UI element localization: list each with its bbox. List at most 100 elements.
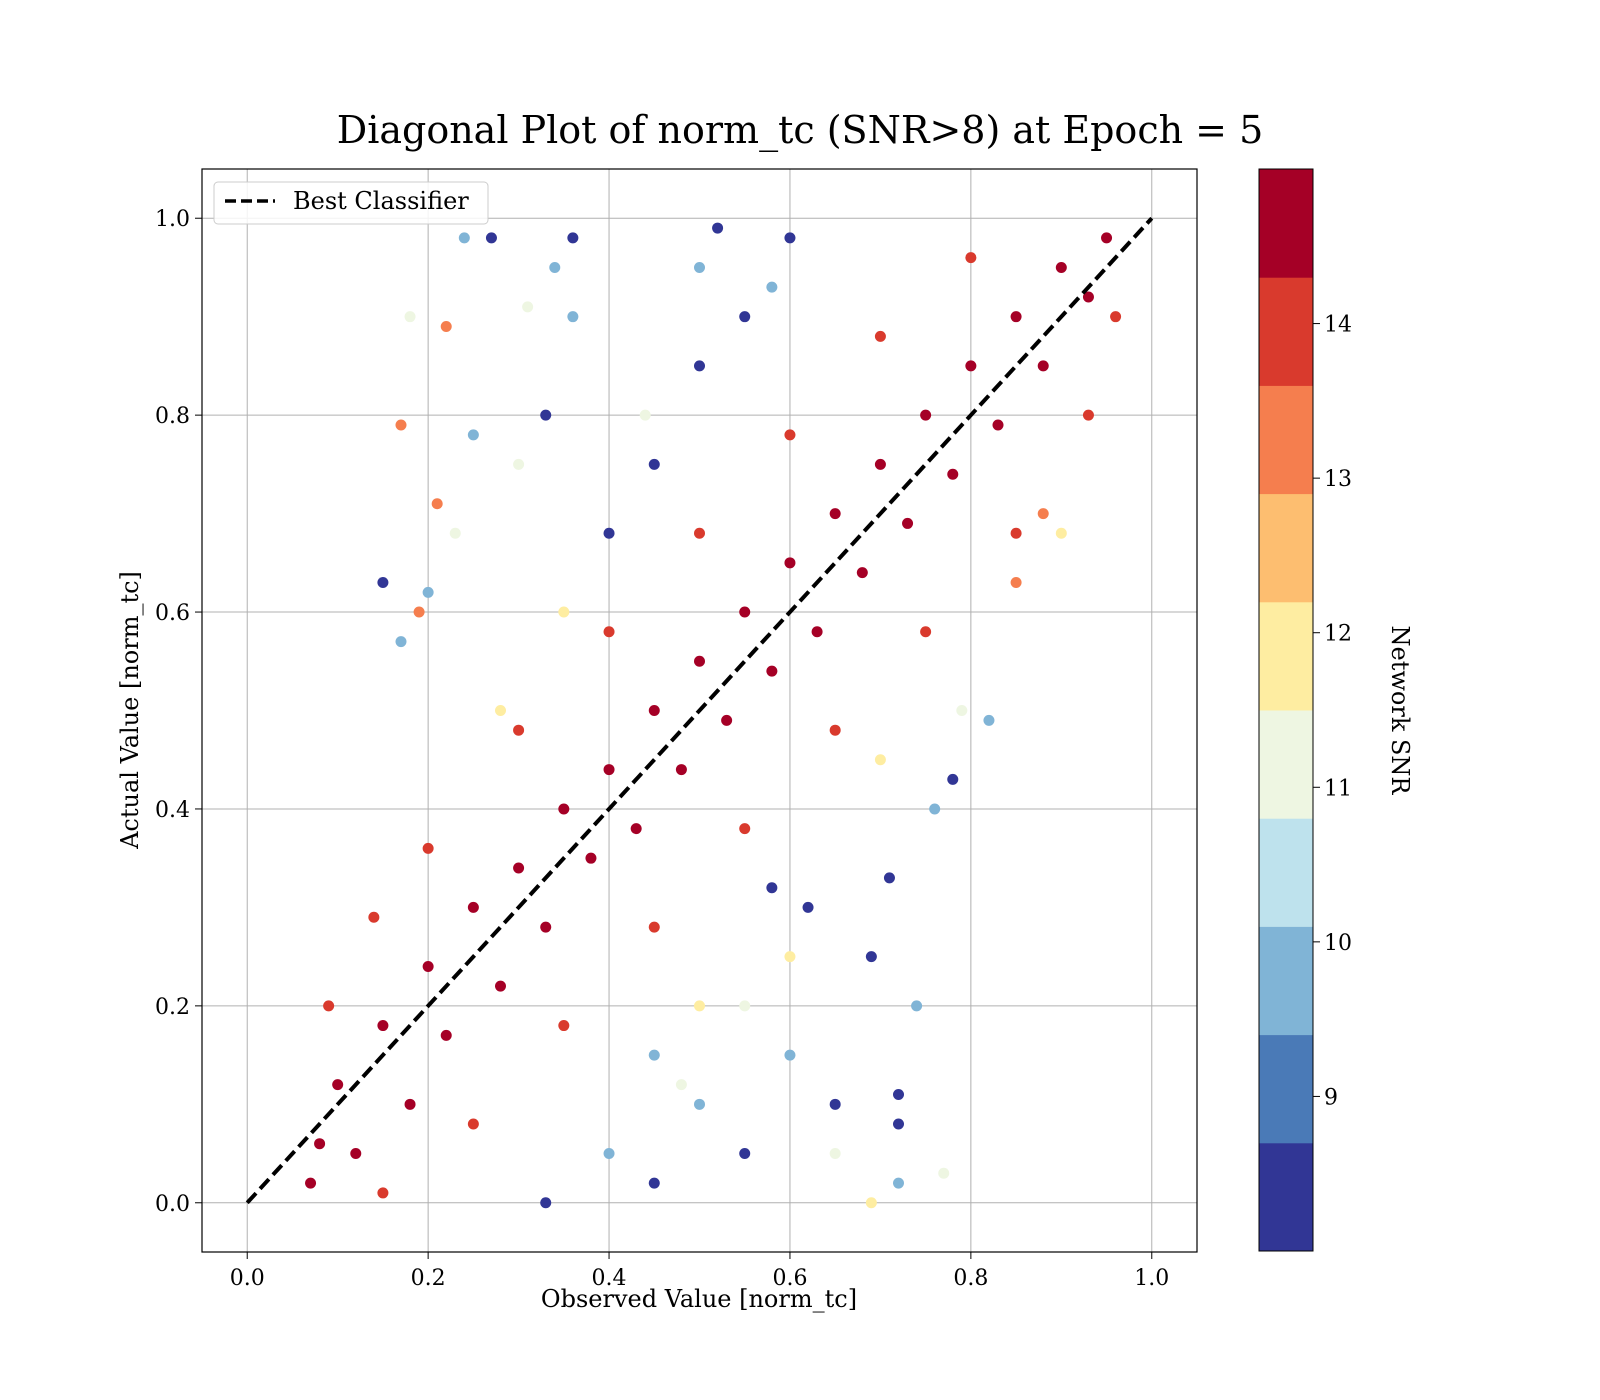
data-point xyxy=(739,311,751,323)
data-point xyxy=(449,527,461,539)
data-point xyxy=(458,232,470,244)
data-point xyxy=(739,823,751,835)
data-point xyxy=(1010,527,1022,539)
x-tick-label: 0.6 xyxy=(772,1266,807,1291)
data-point xyxy=(694,655,705,667)
colorbar-tick-label: 13 xyxy=(1324,467,1352,492)
data-point xyxy=(947,773,959,785)
data-point xyxy=(603,626,615,638)
data-point xyxy=(648,921,660,933)
colorbar-ticks: 9 10 11 12 13 14 xyxy=(1313,313,1352,1110)
colorbar-tick-label: 14 xyxy=(1324,313,1352,338)
data-point xyxy=(874,330,886,342)
y-tick-label: 0.4 xyxy=(155,798,190,823)
data-point xyxy=(495,705,506,716)
data-point xyxy=(784,951,796,963)
data-point xyxy=(1110,311,1122,323)
colorbar-segment xyxy=(1259,601,1313,711)
data-point xyxy=(639,409,651,421)
data-point xyxy=(739,1000,751,1012)
data-point xyxy=(721,714,733,726)
colorbar-tick-label: 9 xyxy=(1324,1085,1338,1110)
chart-title: Diagonal Plot of norm_tc (SNR>8) at Epoc… xyxy=(337,108,1264,153)
data-point xyxy=(377,577,389,589)
data-point xyxy=(829,724,841,736)
x-tick-label: 0.2 xyxy=(411,1266,446,1291)
y-tick-label: 0.8 xyxy=(155,404,190,429)
data-point xyxy=(603,1148,615,1160)
plot-frame xyxy=(201,168,1198,1253)
data-point xyxy=(893,1118,904,1130)
colorbar xyxy=(1259,169,1313,1252)
x-axis-label: Observed Value [norm_tc] xyxy=(541,1285,857,1313)
data-point xyxy=(675,764,687,776)
x-tick-label: 0.8 xyxy=(953,1266,988,1291)
colorbar-segment xyxy=(1259,385,1313,495)
data-point xyxy=(567,311,579,323)
best-classifier-line xyxy=(245,216,1154,1205)
colorbar-segment xyxy=(1259,710,1313,819)
data-point xyxy=(811,626,823,638)
data-point xyxy=(377,1020,389,1032)
data-point xyxy=(983,714,995,726)
data-point xyxy=(540,409,552,421)
data-point xyxy=(522,301,534,313)
y-axis-label: Actual Value [norm_tc] xyxy=(116,571,144,850)
data-point xyxy=(540,1197,552,1209)
data-point xyxy=(440,321,452,333)
data-point xyxy=(440,1029,452,1041)
data-point xyxy=(648,458,660,470)
data-point xyxy=(558,606,570,618)
data-point xyxy=(1055,527,1067,539)
data-point xyxy=(368,911,380,923)
colorbar-segment xyxy=(1259,926,1313,1036)
data-point xyxy=(829,1098,841,1110)
data-point xyxy=(603,764,615,776)
data-point xyxy=(920,409,932,421)
data-point xyxy=(766,665,778,677)
data-point xyxy=(467,1118,479,1130)
data-point xyxy=(929,803,941,815)
y-tick-label: 0.6 xyxy=(155,601,190,626)
data-point xyxy=(675,1079,687,1091)
data-point xyxy=(467,901,479,913)
data-point xyxy=(1037,360,1049,372)
legend-entry-best-classifier: Best Classifier xyxy=(293,187,469,215)
data-point xyxy=(883,872,895,884)
data-point xyxy=(739,1148,751,1160)
data-point xyxy=(893,1177,904,1189)
data-point xyxy=(694,1098,705,1110)
data-point xyxy=(648,1049,660,1061)
data-point xyxy=(865,951,877,963)
data-point xyxy=(784,557,796,569)
data-point xyxy=(874,458,886,470)
data-point xyxy=(893,1088,904,1100)
colorbar-segment xyxy=(1259,169,1313,278)
data-point xyxy=(694,261,705,273)
data-point xyxy=(1037,508,1049,520)
data-point xyxy=(1101,232,1113,244)
data-point xyxy=(784,232,796,244)
data-point xyxy=(558,803,570,815)
data-point xyxy=(856,567,868,579)
y-tick-label: 1.0 xyxy=(155,207,190,232)
data-point xyxy=(739,606,751,618)
data-point xyxy=(513,724,525,736)
best-classifier-diagonal xyxy=(245,216,1154,1205)
data-point xyxy=(784,1049,796,1061)
data-point xyxy=(911,1000,923,1012)
data-point xyxy=(630,823,642,835)
data-point xyxy=(1082,291,1094,303)
data-point xyxy=(694,1000,705,1012)
legend-box xyxy=(213,181,489,225)
data-point xyxy=(314,1138,326,1150)
data-point xyxy=(585,852,597,864)
data-point xyxy=(829,508,841,520)
colorbar-tick-label: 10 xyxy=(1324,931,1352,956)
data-point xyxy=(422,842,434,854)
data-point xyxy=(305,1177,317,1189)
data-point xyxy=(422,960,434,972)
data-point xyxy=(712,222,724,234)
data-point xyxy=(603,527,615,539)
colorbar-segment xyxy=(1259,818,1313,927)
